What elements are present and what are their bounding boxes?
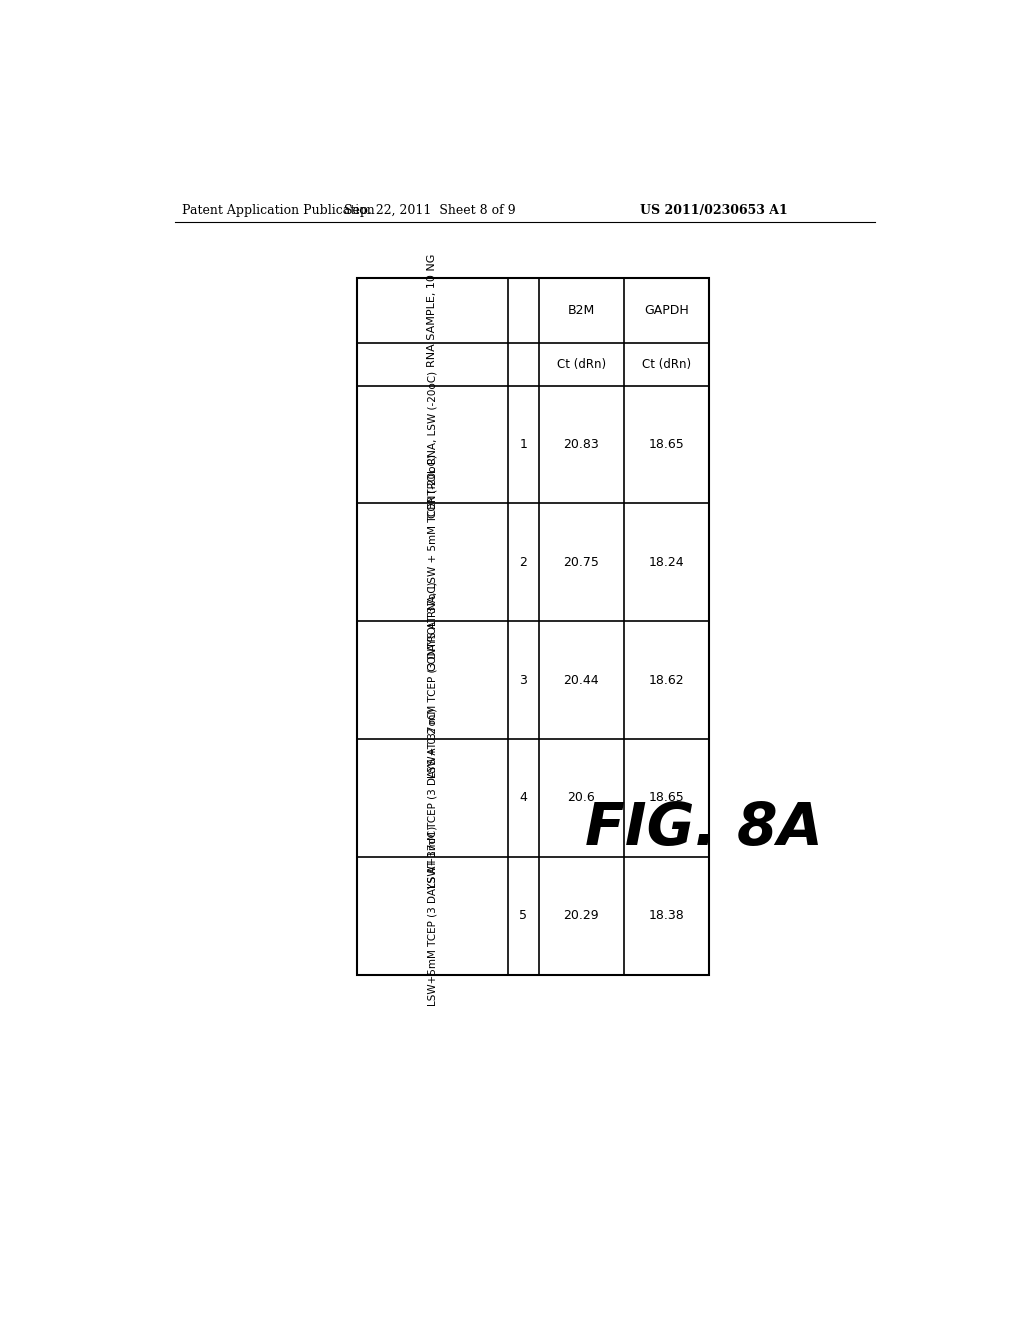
Bar (356, 277, 710, 974)
Text: LSW+ 0.2 mM TCEP (3 DAYS AT 37oC): LSW+ 0.2 mM TCEP (3 DAYS AT 37oC) (427, 582, 437, 779)
Text: US 2011/0230653 A1: US 2011/0230653 A1 (640, 205, 787, 218)
Text: 20.75: 20.75 (563, 556, 599, 569)
Text: 18.65: 18.65 (649, 792, 684, 804)
Text: CONTROL RNA, LSW + 5mM TCEP (-20oC): CONTROL RNA, LSW + 5mM TCEP (-20oC) (427, 454, 437, 671)
Text: 4: 4 (519, 792, 527, 804)
Text: 20.44: 20.44 (563, 673, 599, 686)
Text: B2M: B2M (567, 304, 595, 317)
Text: 18.65: 18.65 (649, 438, 684, 451)
Text: 1: 1 (519, 438, 527, 451)
Text: 20.6: 20.6 (567, 792, 595, 804)
Text: 5: 5 (519, 909, 527, 923)
Text: GAPDH: GAPDH (644, 304, 689, 317)
Text: RNA SAMPLE, 10 NG: RNA SAMPLE, 10 NG (427, 253, 437, 367)
Text: Patent Application Publication: Patent Application Publication (182, 205, 375, 218)
Text: CONTROL RNA, LSW (-20oC): CONTROL RNA, LSW (-20oC) (427, 371, 437, 517)
Text: 20.83: 20.83 (563, 438, 599, 451)
Text: 20.29: 20.29 (563, 909, 599, 923)
Text: 18.38: 18.38 (649, 909, 684, 923)
Text: Ct (dRn): Ct (dRn) (642, 358, 691, 371)
Text: Sep. 22, 2011  Sheet 8 of 9: Sep. 22, 2011 Sheet 8 of 9 (344, 205, 516, 218)
Text: 2: 2 (519, 556, 527, 569)
Text: 3: 3 (519, 673, 527, 686)
Text: LSW+5mM TCEP (3 DAYS AT 37oC): LSW+5mM TCEP (3 DAYS AT 37oC) (427, 825, 437, 1006)
Text: Ct (dRn): Ct (dRn) (557, 358, 606, 371)
Text: 18.62: 18.62 (649, 673, 684, 686)
Text: LSW+1mM TCEP (3 DAYS AT 37oC): LSW+1mM TCEP (3 DAYS AT 37oC) (427, 708, 437, 888)
Text: 18.24: 18.24 (649, 556, 684, 569)
Text: FIG. 8A: FIG. 8A (586, 800, 823, 857)
